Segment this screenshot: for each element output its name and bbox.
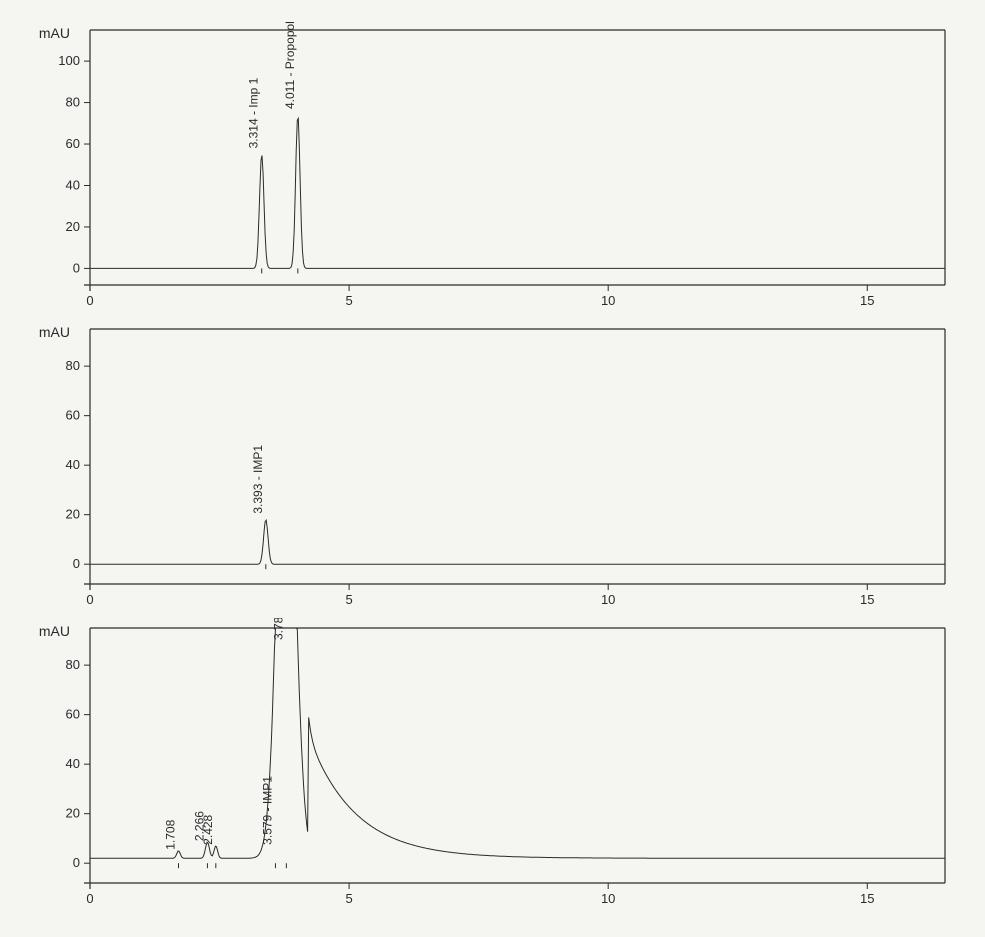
y-tick-label: 80 xyxy=(66,657,80,672)
peak-label-group: 1.708 xyxy=(164,819,178,849)
x-tick-label: 10 xyxy=(601,592,615,607)
x-tick-label: 5 xyxy=(345,293,352,308)
chromatogram-chrom3: 020406080051015mAU1.7082.2662.4283.579 -… xyxy=(20,618,965,913)
peak-label-group: 3.579 - IMP1 xyxy=(260,776,274,845)
y-tick-label: 100 xyxy=(58,53,80,68)
peak-label-group: 3.314 - Imp 1 xyxy=(247,77,261,148)
peak-label: 2.428 xyxy=(201,814,215,844)
y-tick-label: 60 xyxy=(66,408,80,423)
peak-label-group: 2.428 xyxy=(201,814,215,844)
y-tick-label: 80 xyxy=(66,358,80,373)
chromatogram-chrom1: 0 20 40 60 80 100 0 5 10 15 mAU 3.314 - Imp 1 4.011 … xyxy=(20,20,965,315)
y-axis-unit: mAU xyxy=(39,25,70,41)
peak-label-group: 4.011 - Propopol xyxy=(283,21,297,109)
y-tick-label: 0 xyxy=(73,260,80,275)
x-tick-label: 10 xyxy=(601,891,615,906)
y-tick-label: 40 xyxy=(66,756,80,771)
chromatogram-trace xyxy=(90,520,945,564)
y-tick-label: 0 xyxy=(73,556,80,571)
y-tick-label: 80 xyxy=(66,95,80,110)
y-axis-unit: mAU xyxy=(39,324,70,340)
y-tick-label: 40 xyxy=(66,457,80,472)
peak-label: 1.708 xyxy=(164,819,178,849)
x-tick-label: 15 xyxy=(860,592,874,607)
y-tick-label: 0 xyxy=(73,855,80,870)
x-tick-label: 0 xyxy=(86,891,93,906)
chromatogram-chrom2: 0 20 40 60 80 0 5 10 15 mAU 3.393 - IMP1 xyxy=(20,319,965,614)
y-tick-label: 60 xyxy=(66,707,80,722)
peak-label: 3.789 - Propofol xyxy=(271,618,285,640)
y-axis-unit: mAU xyxy=(39,623,70,639)
y-tick-label: 20 xyxy=(66,806,80,821)
chromatogram-trace xyxy=(90,118,945,268)
chromatogram-stack: 020406080100051015mAU3.314 - Imp 14.011 … xyxy=(20,20,965,913)
x-tick-label: 0 xyxy=(86,592,93,607)
x-tick-label: 5 xyxy=(345,891,352,906)
peak-label-group: 3.789 - Propofol xyxy=(271,618,285,640)
y-tick-label: 40 xyxy=(66,177,80,192)
x-tick-label: 0 xyxy=(86,293,93,308)
x-tick-label: 5 xyxy=(345,592,352,607)
y-tick-label: 20 xyxy=(66,507,80,522)
peak-label: 3.579 - IMP1 xyxy=(260,776,274,845)
peak-label: 4.011 - Propopol xyxy=(283,21,297,109)
x-tick-label: 15 xyxy=(860,891,874,906)
x-tick-label: 10 xyxy=(601,293,615,308)
chromatogram-trace xyxy=(90,628,945,858)
peak-label: 3.393 - IMP1 xyxy=(251,445,265,514)
y-tick-label: 20 xyxy=(66,219,80,234)
x-tick-label: 15 xyxy=(860,293,874,308)
peak-label: 3.314 - Imp 1 xyxy=(247,77,261,148)
peak-label-group: 3.393 - IMP1 xyxy=(251,445,265,514)
y-tick-label: 60 xyxy=(66,136,80,151)
